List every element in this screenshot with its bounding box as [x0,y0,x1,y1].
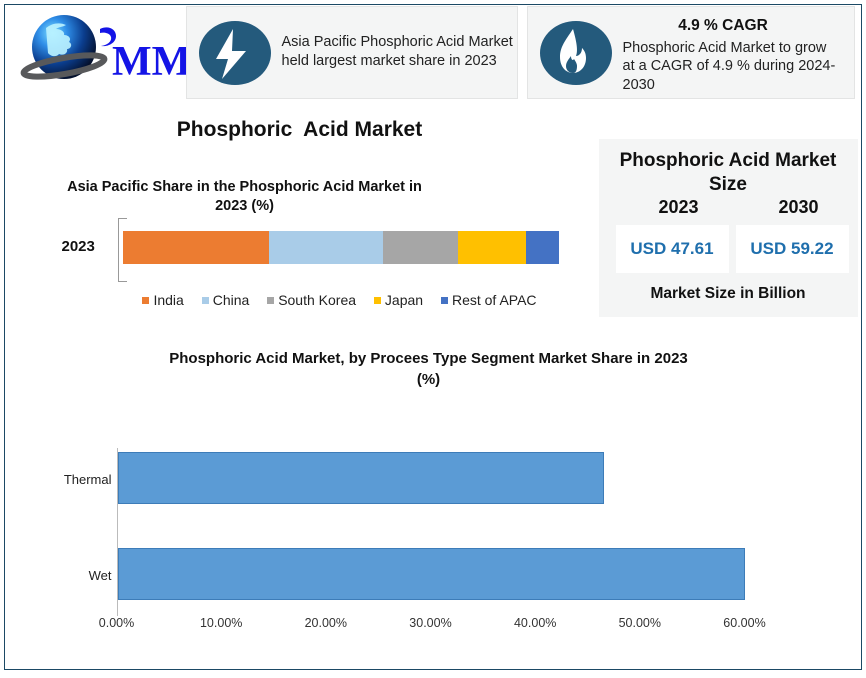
svg-text:MMR: MMR [112,39,188,85]
